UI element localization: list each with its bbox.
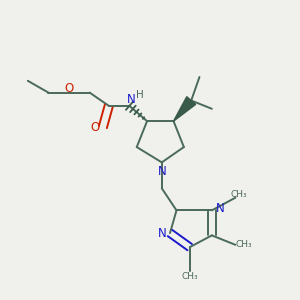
Text: CH₃: CH₃ [182, 272, 198, 281]
Text: O: O [90, 121, 99, 134]
Text: N: N [158, 226, 166, 239]
Text: CH₃: CH₃ [231, 190, 247, 199]
Text: H: H [136, 90, 143, 100]
Polygon shape [174, 97, 196, 121]
Text: O: O [64, 82, 74, 95]
Text: N: N [127, 93, 135, 106]
Text: N: N [158, 165, 166, 178]
Text: N: N [216, 202, 224, 215]
Text: CH₃: CH₃ [235, 240, 252, 249]
